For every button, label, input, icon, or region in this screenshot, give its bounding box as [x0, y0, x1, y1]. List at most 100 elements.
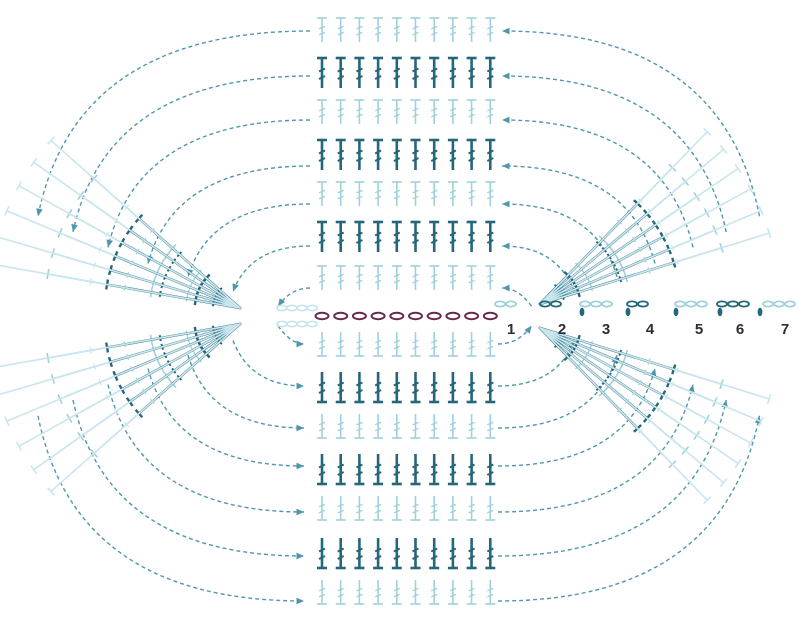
stitch-row-bottom: [317, 414, 496, 439]
double-stitch-symbol: [391, 580, 402, 605]
double-stitch-symbol: [429, 538, 440, 570]
double-stitch-symbol: [391, 454, 402, 486]
treble-stitch-symbol: [410, 181, 421, 206]
dashed-arrow: [501, 162, 656, 264]
stitch-bar: [664, 394, 669, 400]
stitch-stroke: [539, 167, 739, 305]
double-stitch-symbol: [317, 580, 327, 605]
double-stitch-symbol: [447, 332, 458, 357]
stitch-stroke: [50, 323, 241, 493]
stitch-top: [734, 458, 742, 469]
stitch-top: [747, 184, 754, 194]
stitch-row-top: [317, 99, 496, 124]
stitch-stroke: [0, 323, 241, 368]
stitch-bar: [93, 363, 97, 370]
chain-stitch: [445, 311, 461, 321]
double-stitch-symbol: [335, 538, 346, 570]
treble-stitch-symbol: [335, 181, 346, 206]
stitch-bar: [656, 219, 662, 226]
treble-stitch-symbol: [485, 17, 496, 42]
double-stitch-symbol: [373, 496, 384, 521]
chain-stitch: [579, 300, 591, 308]
double-stitch-symbol: [317, 454, 327, 486]
treble-stitch-symbol: [485, 265, 496, 290]
double-stitch-symbol: [335, 414, 346, 439]
treble-stitch-symbol: [354, 56, 365, 88]
treble-stitch-symbol: [317, 99, 327, 124]
axis-chain-segment: [716, 300, 750, 308]
chain-stitch: [286, 304, 298, 312]
treble-stitch-symbol: [391, 220, 402, 252]
dashed-arrow: [72, 399, 305, 560]
chain-stitch: [773, 300, 785, 308]
stitch-top: [747, 438, 754, 448]
axis-chain-segment: [762, 300, 796, 308]
stitch-row-top: [317, 265, 496, 290]
chain-stitch: [306, 320, 318, 328]
double-stitch-symbol: [354, 332, 365, 357]
treble-stitch-symbol: [485, 138, 496, 170]
chain-stitch: [286, 320, 298, 328]
double-stitch-symbol: [391, 414, 402, 439]
stitch-stroke: [32, 161, 241, 309]
stitch-row-top: [317, 56, 496, 88]
stitch-bar: [114, 408, 119, 415]
stitch-top: [47, 487, 55, 496]
stitch-bar: [637, 198, 643, 204]
round-number-label: 3: [602, 321, 610, 338]
dashed-arrow: [36, 30, 311, 217]
stitch-bar: [105, 231, 110, 238]
double-stitch-symbol: [335, 454, 346, 486]
double-stitch-symbol: [447, 538, 458, 570]
stitch-top: [734, 163, 742, 174]
treble-stitch-symbol: [466, 220, 477, 252]
chain-stitch: [505, 300, 517, 308]
double-stitch-symbol: [335, 372, 346, 404]
treble-stitch-symbol: [466, 138, 477, 170]
treble-stitch-symbol: [391, 265, 402, 290]
slip-stitch: [625, 307, 631, 317]
stitch-top: [703, 127, 712, 136]
double-stitch-symbol: [466, 580, 477, 605]
chain-stitch: [464, 311, 480, 321]
double-stitch-symbol: [466, 454, 477, 486]
treble-stitch-symbol: [447, 17, 458, 42]
double-stitch-symbol: [410, 372, 421, 404]
dashed-arrow: [147, 368, 305, 470]
stitch-row-bottom: [317, 496, 496, 521]
increase-fan: [0, 136, 241, 309]
stitch-bar: [89, 347, 92, 354]
treble-stitch-symbol: [391, 99, 402, 124]
double-stitch-symbol: [354, 580, 365, 605]
stitch-top: [767, 228, 772, 239]
double-stitch-symbol: [447, 454, 458, 486]
chain-stitch: [626, 300, 638, 308]
stitch-bar: [124, 204, 130, 211]
increase-fan: [539, 163, 724, 305]
treble-stitch-symbol: [391, 17, 402, 42]
chain-stitch: [590, 300, 602, 308]
stitch-stroke: [50, 139, 241, 309]
double-stitch-symbol: [429, 454, 440, 486]
round-labels: 1 2 3 4 5 6 7: [507, 321, 789, 338]
treble-stitch-symbol: [373, 99, 384, 124]
arrow-layer: [36, 27, 762, 605]
treble-stitch-symbol: [466, 99, 477, 124]
round-number-label: 5: [695, 321, 703, 338]
double-stitch-symbol: [466, 372, 477, 404]
stitch-bar: [98, 379, 102, 386]
chain-stitch: [314, 311, 330, 321]
increase-fan: [539, 327, 772, 505]
treble-stitch-symbol: [354, 138, 365, 170]
chain-stitch: [494, 300, 506, 308]
stitch-stroke: [539, 327, 709, 501]
stitch-stroke: [6, 323, 241, 422]
stitch-stroke: [539, 327, 725, 484]
dashed-arrow: [501, 284, 533, 307]
chain-stitch: [333, 311, 349, 321]
slip-stitch: [579, 307, 585, 317]
double-stitch-symbol: [335, 332, 346, 357]
stitch-top: [30, 465, 38, 475]
chain-stitch: [696, 300, 708, 308]
